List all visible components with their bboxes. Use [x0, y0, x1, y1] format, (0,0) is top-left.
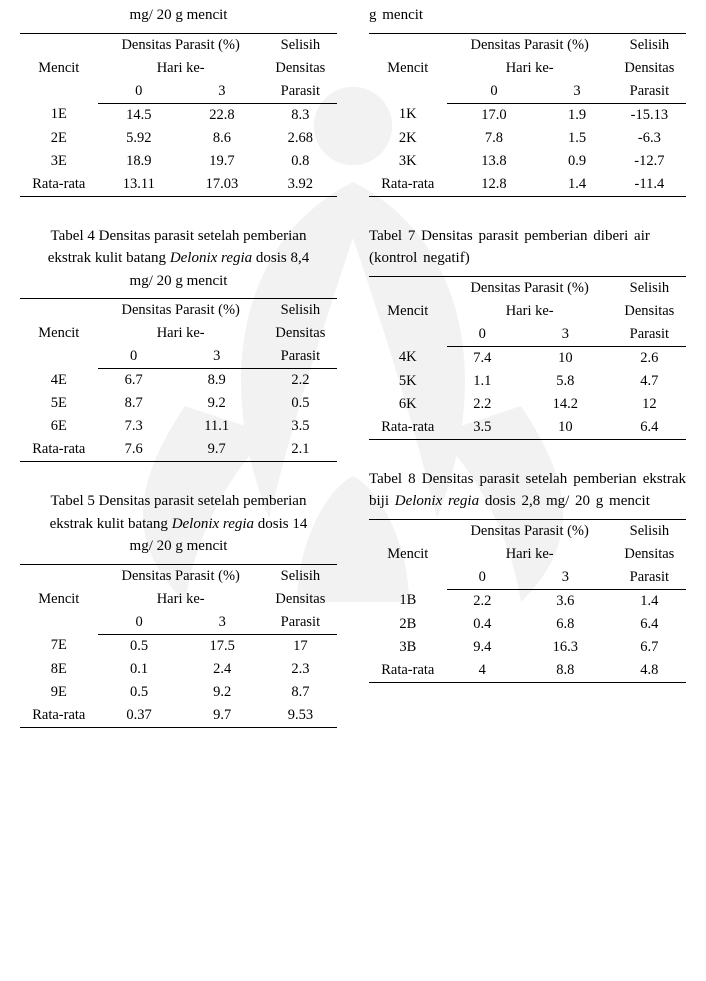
col-densitas: Densitas Parasit (%)	[98, 33, 264, 57]
table-7-block: Tabel 7 Densitas parasit pemberian diber…	[369, 225, 686, 440]
table-4: Mencit Densitas Parasit (%) Selisih Hari…	[20, 298, 337, 462]
table-3-caption-frag: mg/ 20 g mencit	[20, 4, 337, 27]
table-5-caption: Tabel 5 Densitas parasit setelah pemberi…	[20, 490, 337, 558]
table-row: 1E14.522.88.3	[20, 103, 337, 127]
table-row-avg: Rata-rata7.69.72.1	[20, 438, 337, 462]
table-6: Mencit Densitas Parasit (%) Selisih Hari…	[369, 33, 686, 197]
table-row: 9E0.59.28.7	[20, 681, 337, 704]
table-3-block: mg/ 20 g mencit Mencit Densitas Parasit …	[20, 4, 337, 197]
table-row: 1K17.01.9-15.13	[369, 103, 686, 127]
left-column: mg/ 20 g mencit Mencit Densitas Parasit …	[20, 0, 337, 756]
table-7-caption: Tabel 7 Densitas parasit pemberian diber…	[369, 225, 686, 270]
table-row: 6E7.311.13.5	[20, 415, 337, 438]
table-row: 1B2.23.61.4	[369, 589, 686, 613]
table-row: 6K2.214.212	[369, 393, 686, 416]
table-row-avg: Rata-rata12.81.4-11.4	[369, 173, 686, 197]
table-4-caption: Tabel 4 Densitas parasit setelah pemberi…	[20, 225, 337, 293]
col-hari: Hari ke-	[98, 57, 264, 80]
table-row: 3K13.80.9-12.7	[369, 150, 686, 173]
table-row: 3B9.416.36.7	[369, 636, 686, 659]
col-h0: 0	[98, 80, 180, 104]
table-8-block: Tabel 8 Densitas parasit setelah pemberi…	[369, 468, 686, 683]
table-6-block: g mencit Mencit Densitas Parasit (%) Sel…	[369, 4, 686, 197]
table-row: 5E8.79.20.5	[20, 392, 337, 415]
table-row: 2K7.81.5-6.3	[369, 127, 686, 150]
table-7: Mencit Densitas Parasit (%) Selisih Hari…	[369, 276, 686, 440]
table-row: 4E6.78.92.2	[20, 369, 337, 393]
table-row: 8E0.12.42.3	[20, 658, 337, 681]
table-row: 3E18.919.70.8	[20, 150, 337, 173]
table-5-block: Tabel 5 Densitas parasit setelah pemberi…	[20, 490, 337, 728]
col-selisih2: Densitas	[264, 57, 337, 80]
table-row-avg: Rata-rata3.5106.4	[369, 416, 686, 440]
table-row-avg: Rata-rata13.1117.033.92	[20, 173, 337, 197]
col-mencit: Mencit	[20, 33, 98, 103]
col-selisih1: Selisih	[264, 33, 337, 57]
right-column: g mencit Mencit Densitas Parasit (%) Sel…	[369, 0, 686, 756]
table-row: 5K1.15.84.7	[369, 370, 686, 393]
table-5: Mencit Densitas Parasit (%) Selisih Hari…	[20, 564, 337, 728]
table-row-avg: Rata-rata0.379.79.53	[20, 704, 337, 728]
table-row: 2E5.928.62.68	[20, 127, 337, 150]
col-h3: 3	[180, 80, 264, 104]
col-selisih3: Parasit	[264, 80, 337, 104]
table-row: 7E0.517.517	[20, 634, 337, 658]
table-8-caption: Tabel 8 Densitas parasit setelah pemberi…	[369, 468, 686, 513]
table-4-block: Tabel 4 Densitas parasit setelah pemberi…	[20, 225, 337, 463]
table-row: 4K7.4102.6	[369, 346, 686, 370]
table-row: 2B0.46.86.4	[369, 613, 686, 636]
table-6-caption-frag: g mencit	[369, 4, 686, 27]
table-row-avg: Rata-rata48.84.8	[369, 659, 686, 683]
table-8: Mencit Densitas Parasit (%) Selisih Hari…	[369, 519, 686, 683]
table-3: Mencit Densitas Parasit (%) Selisih Hari…	[20, 33, 337, 197]
